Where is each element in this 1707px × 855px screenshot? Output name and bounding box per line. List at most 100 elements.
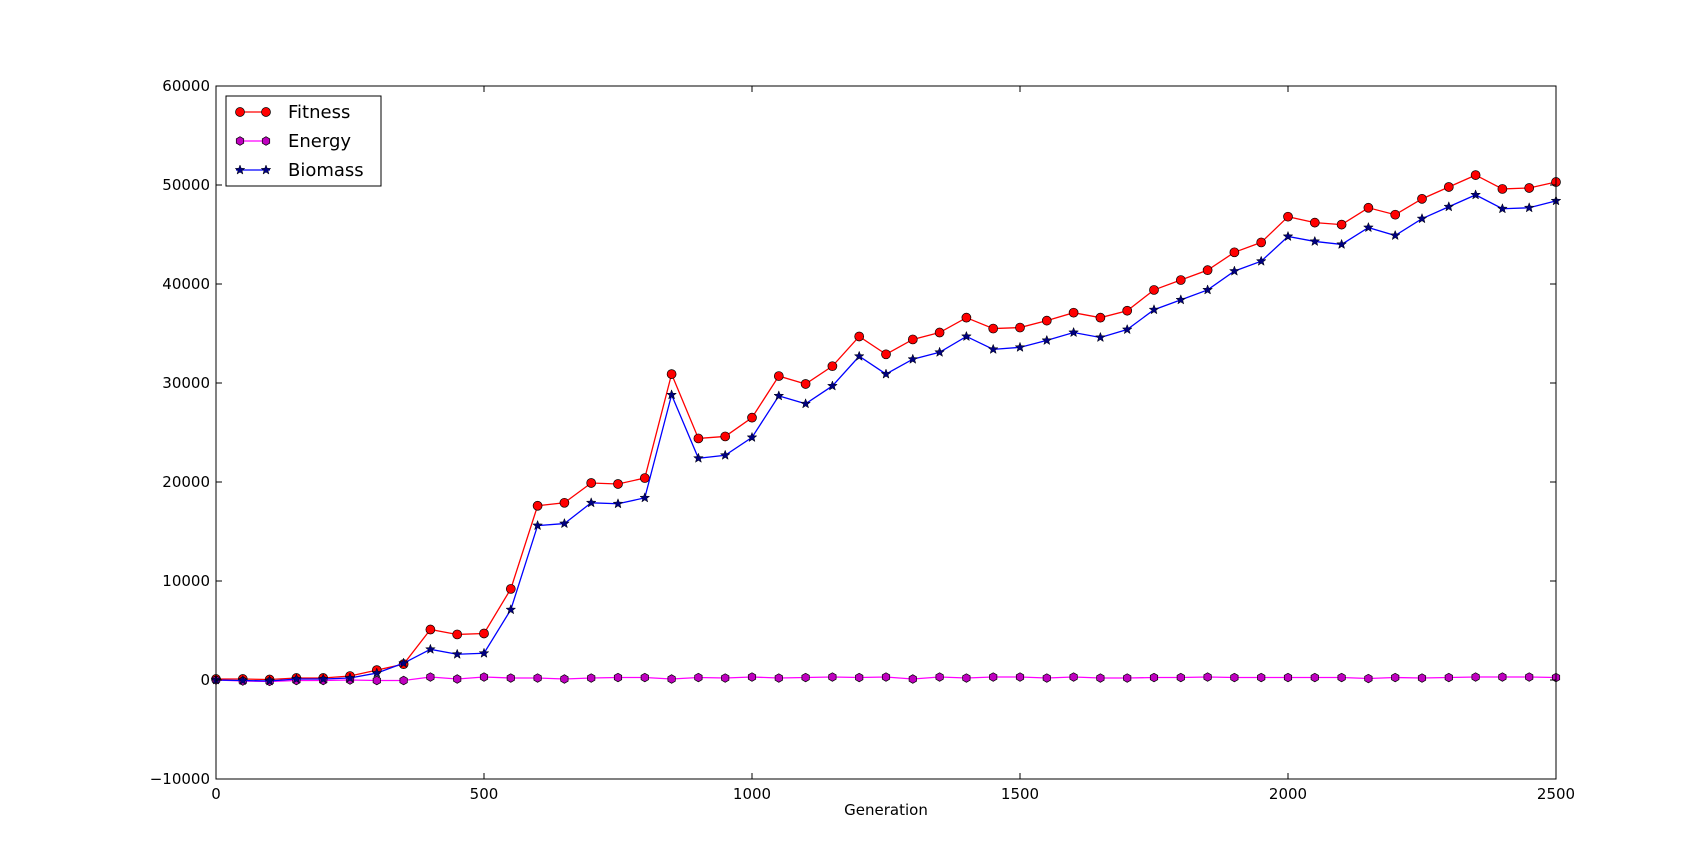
fitness-point [1015, 322, 1025, 333]
fitness-point [1390, 209, 1401, 220]
fitness-point [988, 323, 999, 334]
biomass-point [424, 643, 436, 654]
energy-point [1525, 672, 1534, 682]
energy-point [828, 672, 837, 682]
biomass-point [1014, 341, 1026, 352]
x-tick-label: 500 [470, 785, 499, 803]
fitness-point [425, 624, 436, 635]
biomass-point [585, 497, 597, 508]
fitness-point [452, 629, 463, 640]
energy-point [1069, 672, 1078, 682]
biomass-point [1470, 189, 1482, 200]
legend-marker-fitness [235, 107, 245, 117]
biomass-point [1496, 203, 1508, 214]
energy-point [989, 672, 998, 682]
biomass-point [398, 657, 410, 668]
biomass-point [532, 519, 544, 531]
energy-point [426, 672, 435, 682]
energy-point [506, 673, 515, 683]
fitness-point [881, 349, 891, 360]
biomass-point [1416, 212, 1428, 224]
fitness-point [639, 473, 650, 483]
fitness-point [1524, 183, 1535, 193]
energy-point [1230, 672, 1239, 683]
fitness-point [479, 628, 489, 639]
fitness-point [532, 500, 543, 511]
energy-point [560, 674, 569, 684]
legend-marker-fitness [261, 107, 271, 117]
fitness-point [1068, 307, 1079, 318]
y-tick-label: 30000 [162, 374, 210, 392]
fitness-point [586, 478, 597, 488]
biomass-point [1228, 265, 1240, 276]
biomass-point [1148, 304, 1160, 315]
biomass-point [1202, 284, 1214, 295]
energy-point [908, 674, 917, 684]
energy-point [801, 672, 810, 683]
legend-marker-biomass [260, 164, 272, 175]
biomass-point [237, 674, 249, 686]
fitness-point [1122, 305, 1133, 316]
biomass-point [1175, 294, 1187, 305]
energy-point [533, 673, 542, 683]
x-axis-label: Generation [844, 801, 928, 819]
energy-point [774, 673, 783, 683]
biomass-point [317, 673, 329, 684]
energy-point [1337, 672, 1346, 683]
y-tick-label: 60000 [162, 77, 210, 95]
energy-point [1417, 673, 1427, 683]
biomass-point [1523, 202, 1535, 213]
biomass-point [1389, 229, 1401, 241]
energy-point [640, 672, 649, 683]
energy-point [1096, 673, 1105, 683]
fitness-point [720, 431, 731, 442]
fitness-point [1309, 217, 1320, 228]
fitness-point [827, 361, 838, 372]
x-tick-label: 0 [211, 785, 221, 803]
energy-point [479, 672, 489, 682]
energy-point [1364, 673, 1373, 684]
series-biomass [210, 189, 1562, 686]
fitness-point [1095, 312, 1106, 323]
legend-label-biomass: Biomass [288, 160, 364, 181]
fitness-point [747, 412, 757, 423]
fitness-point [505, 584, 516, 594]
energy-point [399, 675, 408, 686]
fitness-point [1256, 237, 1267, 248]
y-tick-label: 10000 [162, 572, 210, 590]
biomass-point [826, 380, 838, 391]
energy-point [667, 674, 676, 684]
biomass-point [907, 353, 919, 364]
y-tick-label: −10000 [150, 770, 210, 788]
biomass-point [451, 648, 463, 659]
biomass-point [800, 398, 812, 409]
y-tick-label: 40000 [162, 275, 210, 293]
biomass-point [371, 667, 383, 678]
energy-point [1471, 672, 1480, 682]
series-layer [210, 170, 1562, 687]
fitness-point [934, 327, 945, 338]
energy-point [1498, 672, 1507, 682]
energy-point [1391, 672, 1400, 683]
fitness-point [800, 379, 811, 389]
biomass-point [1094, 331, 1106, 343]
biomass-point [719, 449, 731, 460]
biomass-point [1443, 201, 1455, 212]
biomass-point [1041, 334, 1053, 346]
biomass-point [1362, 221, 1374, 233]
biomass-point [773, 390, 785, 401]
biomass-point [1282, 230, 1294, 242]
biomass-point [478, 647, 490, 658]
biomass-point [1121, 323, 1133, 335]
biomass-point [558, 517, 570, 529]
fitness-point [1443, 182, 1454, 192]
energy-point [372, 675, 381, 686]
legend-label-fitness: Fitness [288, 102, 350, 123]
energy-point [1444, 672, 1453, 683]
energy-point [1123, 673, 1132, 683]
biomass-point [934, 346, 946, 357]
biomass-point [880, 368, 892, 379]
energy-point [1042, 673, 1051, 683]
biomass-point [1068, 326, 1080, 338]
